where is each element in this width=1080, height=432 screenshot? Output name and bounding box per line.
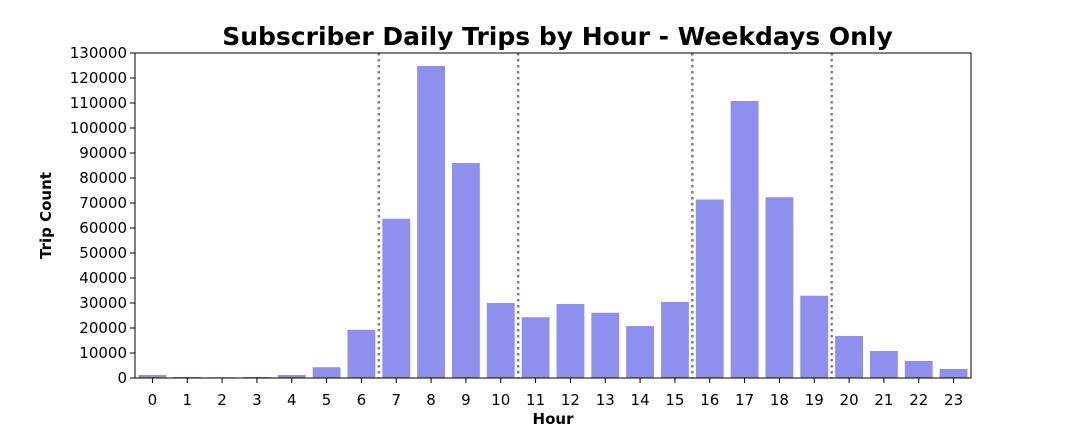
y-axis-label: Trip Count xyxy=(37,172,55,259)
bar-hour-18 xyxy=(765,197,794,378)
x-tick-label: 3 xyxy=(252,391,262,409)
bar-hour-19 xyxy=(800,295,829,378)
bar-hour-20 xyxy=(835,336,864,378)
y-tick-label: 20000 xyxy=(79,319,127,337)
x-tick-label: 19 xyxy=(805,391,824,409)
x-tick-label: 9 xyxy=(461,391,471,409)
reference-lines xyxy=(377,53,833,378)
bar-hour-16 xyxy=(695,199,724,378)
x-tick-label: 2 xyxy=(217,391,227,409)
bar-hour-13 xyxy=(591,312,620,378)
y-tick-label: 30000 xyxy=(79,294,127,312)
x-tick-label: 1 xyxy=(182,391,192,409)
bar-hour-11 xyxy=(521,317,550,378)
bar-hour-17 xyxy=(730,101,759,378)
x-tick-label: 16 xyxy=(700,391,719,409)
y-tick-label: 40000 xyxy=(79,269,127,287)
bar-hour-15 xyxy=(660,302,689,378)
x-tick-label: 7 xyxy=(391,391,401,409)
bar-hour-14 xyxy=(626,326,655,378)
y-tick-label: 80000 xyxy=(79,169,127,187)
x-tick-label: 5 xyxy=(322,391,332,409)
y-axis: 0 10000 20000 30000 40000 50000 60000 70000 8000… xyxy=(70,44,135,387)
plot-frame xyxy=(134,52,972,379)
x-tick-label: 6 xyxy=(357,391,367,409)
y-tick-label: 130000 xyxy=(70,44,127,62)
bar-hour-9 xyxy=(451,163,480,378)
bar-hour-23 xyxy=(939,369,968,378)
bar-hour-22 xyxy=(904,361,933,378)
x-axis-label: Hour xyxy=(533,410,575,428)
x-tick-label: 0 xyxy=(148,391,158,409)
bar-hour-5 xyxy=(312,367,341,378)
x-tick-label: 12 xyxy=(561,391,580,409)
bar-hour-0 xyxy=(138,375,167,378)
x-tick-label: 22 xyxy=(909,391,928,409)
bar-hour-4 xyxy=(277,375,306,378)
y-tick-label: 0 xyxy=(117,369,127,387)
y-tick-label: 10000 xyxy=(79,344,127,362)
x-tick-label: 15 xyxy=(665,391,684,409)
y-tick-label: 110000 xyxy=(70,94,127,112)
x-tick-label: 11 xyxy=(526,391,545,409)
x-tick-label: 21 xyxy=(874,391,893,409)
x-tick-label: 20 xyxy=(840,391,859,409)
x-tick-label: 10 xyxy=(491,391,510,409)
y-tick-label: 120000 xyxy=(70,69,127,87)
y-tick-label: 100000 xyxy=(70,119,127,137)
x-tick-label: 23 xyxy=(944,391,963,409)
y-tick-label: 50000 xyxy=(79,244,127,262)
y-tick-label: 60000 xyxy=(79,219,127,237)
bar-hour-10 xyxy=(486,303,515,378)
bar-hour-12 xyxy=(556,304,585,378)
x-tick-label: 17 xyxy=(735,391,754,409)
x-tick-label: 13 xyxy=(596,391,615,409)
x-axis: 0 1 2 3 4 5 6 7 8 9 10 11 12 13 14 15 16 17 18 19 20 21 22 23 xyxy=(148,378,963,409)
x-tick-label: 4 xyxy=(287,391,297,409)
x-tick-label: 18 xyxy=(770,391,789,409)
x-tick-label: 8 xyxy=(426,391,436,409)
x-tick-label: 14 xyxy=(631,391,650,409)
bar-hour-7 xyxy=(382,218,411,378)
bar-hour-8 xyxy=(417,66,446,378)
y-tick-label: 90000 xyxy=(79,144,127,162)
chart-title: Subscriber Daily Trips by Hour - Weekday… xyxy=(222,22,893,51)
y-tick-label: 70000 xyxy=(79,194,127,212)
bar-hour-6 xyxy=(347,329,376,378)
bar-hour-21 xyxy=(869,351,898,378)
bar-group xyxy=(138,66,968,378)
